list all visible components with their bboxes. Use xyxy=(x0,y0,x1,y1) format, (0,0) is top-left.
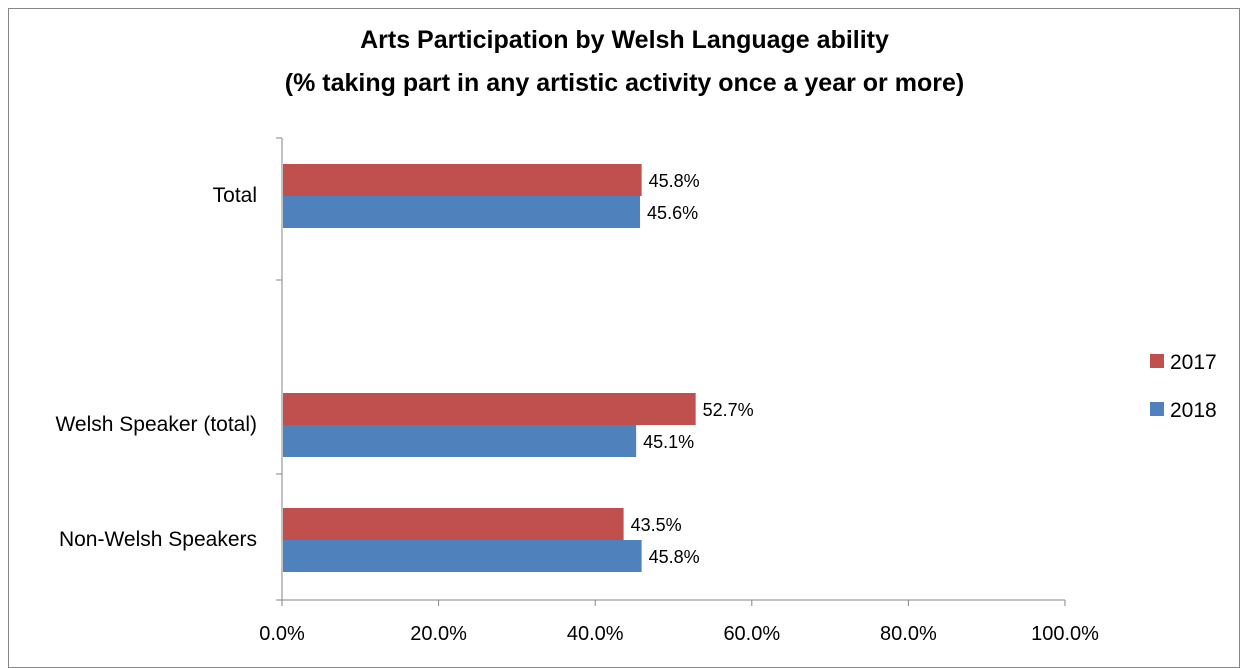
category-label: Welsh Speaker (total) xyxy=(55,413,257,436)
legend-swatch-2018 xyxy=(1150,402,1164,416)
data-label: 43.5% xyxy=(631,515,682,535)
x-tick-label: 60.0% xyxy=(723,623,780,645)
bar-2017 xyxy=(283,508,624,540)
bar-2018 xyxy=(283,425,637,457)
data-label: 52.7% xyxy=(703,400,754,420)
x-tick-label: 40.0% xyxy=(567,623,624,645)
x-tick-label: 20.0% xyxy=(410,623,467,645)
chart-title: Arts Participation by Welsh Language abi… xyxy=(360,26,889,54)
bar-2017 xyxy=(283,164,642,196)
data-label: 45.8% xyxy=(649,171,700,191)
chart-subtitle: (% taking part in any artistic activity … xyxy=(284,69,965,97)
legend-label: 2018 xyxy=(1170,399,1217,422)
bar-2018 xyxy=(283,540,642,572)
legend-label: 2017 xyxy=(1170,351,1217,374)
x-tick-label: 100.0% xyxy=(1031,623,1099,645)
category-label: Total xyxy=(213,184,257,207)
data-label: 45.8% xyxy=(649,547,700,567)
data-label: 45.6% xyxy=(647,203,698,223)
legend-swatch-2017 xyxy=(1150,354,1164,368)
bar-2017 xyxy=(283,393,696,425)
data-label: 45.1% xyxy=(643,432,694,452)
category-label: Non-Welsh Speakers xyxy=(59,528,257,551)
x-tick-label: 0.0% xyxy=(259,623,305,645)
bar-2018 xyxy=(283,196,641,228)
x-tick-label: 80.0% xyxy=(880,623,937,645)
